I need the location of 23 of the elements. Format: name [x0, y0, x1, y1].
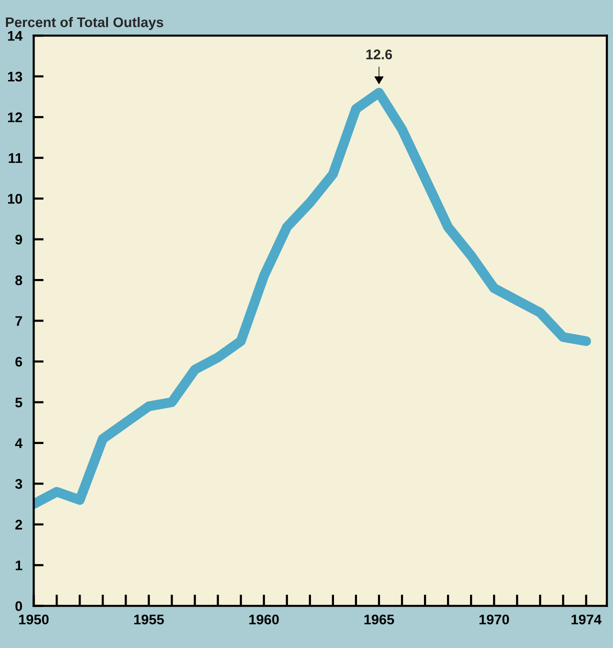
y-tick-label: 6: [15, 356, 22, 367]
y-tick-label: 12: [8, 112, 22, 122]
y-tick-label: 4: [15, 438, 23, 448]
y-tick-label: 5: [15, 398, 22, 408]
y-tick-label: 14: [8, 31, 23, 41]
x-tick-label: 1960: [249, 614, 279, 624]
y-tick-label: 10: [8, 194, 22, 204]
y-tick-label: 11: [8, 153, 22, 163]
y-tick-label: 1: [16, 560, 22, 570]
y-tick-label: 8: [15, 275, 22, 286]
y-tick-label: 2: [15, 520, 22, 530]
y-tick-label: 3: [15, 479, 22, 489]
y-axis-title: Percent of Total Outlays: [6, 16, 164, 30]
y-tick-label: 0: [15, 601, 22, 612]
y-tick-label: 9: [15, 234, 22, 244]
y-tick-label: 13: [8, 72, 22, 82]
annotation: 12.6: [366, 50, 392, 60]
x-tick-label: 1965: [364, 614, 394, 624]
y-tick-label: 7: [15, 316, 22, 326]
x-tick-label: 1955: [134, 614, 164, 624]
x-tick-label: 1950: [19, 614, 49, 624]
x-tick-label: 1970: [480, 614, 509, 624]
x-tick-label: 1974: [572, 614, 602, 624]
